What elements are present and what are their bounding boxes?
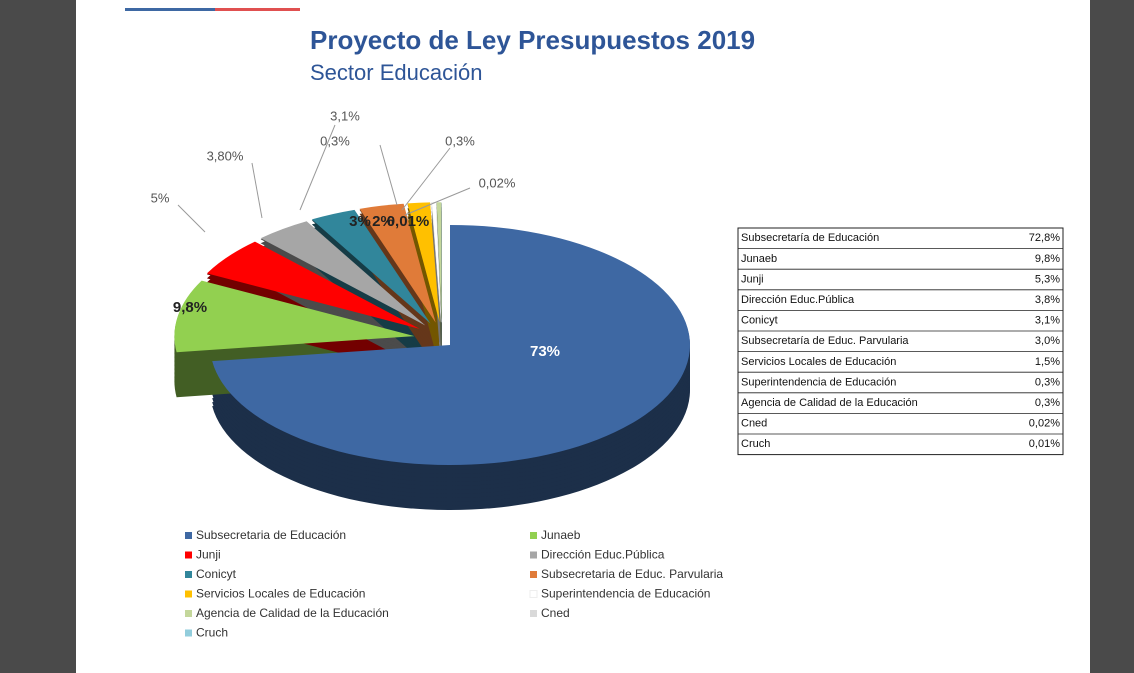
slice [206, 241, 420, 329]
slice-side [431, 211, 442, 332]
table-cell: 0,02% [1029, 418, 1060, 430]
table-cell: Servicios Locales de Educación [741, 356, 896, 368]
pie-labels: 73% 9,8% 5% 3,80% 3,1% 3% 2% 0,3% 0,3% 0,02% 0,01% [151, 108, 560, 360]
legend-swatch [185, 629, 192, 637]
leader-line [401, 147, 451, 211]
table-cell: 3,8% [1035, 294, 1060, 306]
table-cell: Cruch [741, 438, 770, 450]
legend-label: Agencia de Calidad de la Educación [196, 606, 389, 620]
side-bar [0, 0, 76, 673]
top-line [125, 8, 215, 11]
legend-swatch [530, 532, 537, 539]
chart-title: Proyecto de Ley Presupuestos 2019 [310, 25, 755, 55]
legend-label: Cned [541, 606, 570, 620]
legend-swatch [529, 590, 538, 598]
slice [311, 209, 431, 324]
table-cell: Subsecretaría de Educ. Parvularia [741, 335, 909, 347]
table-border [737, 227, 1064, 456]
legend-swatch [530, 571, 537, 578]
legend-swatch [185, 590, 192, 598]
data-label: 73% [530, 343, 560, 360]
leader-line [177, 204, 206, 233]
data-label: 2% [372, 213, 394, 230]
data-label: 0,01% [387, 213, 430, 230]
legend-label: Junaeb [541, 528, 581, 542]
legend-swatch [530, 551, 537, 559]
table-cell: Superintendencia de Educación [741, 376, 896, 388]
legend-label: Conicyt [196, 567, 237, 581]
legend-label: Cruch [196, 626, 228, 640]
table-cell: Cned [741, 418, 767, 430]
legend-swatch [185, 571, 192, 578]
data-label: 5% [151, 190, 170, 205]
legend-swatch [530, 610, 537, 617]
pie-tops [174, 201, 691, 466]
slice-side [431, 219, 442, 340]
table-cell: Subsecretaría de Educación [741, 232, 879, 244]
table-cell: 0,3% [1035, 376, 1060, 388]
table-cell: Agencia de Calidad de la Educación [741, 397, 918, 409]
data-label: 9,8% [173, 299, 207, 316]
table-cell: 0,01% [1029, 438, 1060, 450]
slice [212, 225, 691, 466]
leader-line [299, 124, 336, 211]
data-label: 0,3% [445, 133, 475, 148]
table-cell: 3,1% [1035, 315, 1060, 327]
legend-label: Subsecretaria de Educ. Parvularia [541, 567, 723, 581]
legend-label: Dirección Educ.Pública [541, 548, 665, 562]
legend-label: Junji [196, 548, 221, 562]
slice-side [431, 215, 442, 336]
slice [359, 203, 436, 323]
data-label: 3% [349, 213, 371, 230]
top-line [215, 8, 300, 11]
legend-swatch [185, 610, 192, 617]
slice [407, 202, 440, 323]
table-cell: Dirección Educ.Pública [741, 294, 855, 306]
table-cell: 72,8% [1029, 232, 1060, 244]
data-label: 0,02% [479, 175, 516, 190]
data-label: 0,3% [320, 133, 350, 148]
legend-label: Superintendencia de Educación [541, 587, 710, 601]
leader-line [379, 144, 398, 206]
slice [174, 280, 415, 353]
side-bar [1090, 0, 1134, 673]
legend-label: Servicios Locales de Educación [196, 587, 365, 601]
table-cell: Junaeb [741, 253, 777, 265]
table-cell: Conicyt [741, 315, 778, 327]
data-table: Subsecretaría de Educación 72,8% Junaeb 9,8… [737, 227, 1064, 456]
legend: Subsecretaria de Educación Junaeb Junji Dir… [185, 528, 723, 640]
slice-side [359, 208, 436, 328]
legend-swatch [185, 551, 192, 559]
table-cell: 0,3% [1035, 397, 1060, 409]
table-cell: 3,0% [1035, 335, 1060, 347]
data-label: 3,1% [330, 108, 360, 123]
table-cell: 9,8% [1035, 253, 1060, 265]
table-cell: 5,3% [1035, 273, 1060, 285]
table-cell: Junji [741, 273, 764, 285]
leader-line [251, 162, 263, 219]
slice [260, 221, 426, 326]
slice-side [359, 212, 436, 332]
slice [436, 202, 442, 323]
table-cell: 1,5% [1035, 356, 1060, 368]
legend-swatch [185, 532, 192, 539]
legend-label: Subsecretaria de Educación [196, 528, 346, 542]
data-label: 3,80% [207, 148, 244, 163]
chart-subtitle: Sector Educación [310, 60, 482, 85]
leader-line [404, 187, 471, 216]
